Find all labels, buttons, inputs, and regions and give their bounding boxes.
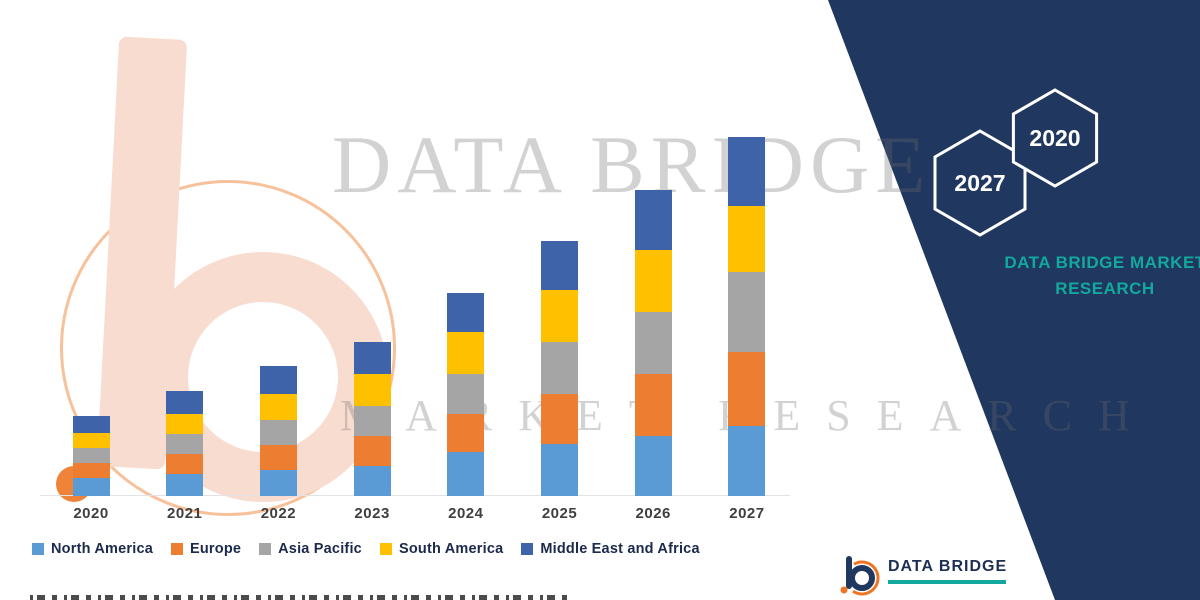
bar-segment-middle-east-and-africa	[166, 391, 204, 414]
bar-segment-south-america	[447, 332, 485, 374]
x-axis-label: 2021	[167, 505, 203, 522]
bar-segment-middle-east-and-africa	[541, 241, 579, 290]
bar-segment-asia-pacific	[634, 312, 672, 374]
bar-column-2020: 2020	[45, 118, 137, 522]
footer-logo-mark	[840, 556, 880, 596]
bar-segment-middle-east-and-africa	[72, 416, 110, 433]
legend-label: Europe	[189, 541, 242, 557]
legend-item-europe: Europe	[170, 541, 242, 557]
hexagon-2020-label: 2020	[1029, 125, 1080, 151]
x-axis-label: 2026	[635, 505, 671, 522]
x-axis-line	[40, 495, 790, 496]
x-axis-label: 2024	[448, 505, 484, 522]
legend-swatch	[170, 543, 183, 555]
stacked-bar-2025	[541, 241, 579, 496]
bar-segment-asia-pacific	[259, 420, 297, 445]
bar-segment-south-america	[728, 206, 766, 272]
legend-swatch	[259, 543, 272, 555]
bar-segment-europe	[541, 394, 579, 444]
bar-segment-north-america	[72, 478, 110, 496]
bar-column-2025: 2025	[514, 118, 606, 522]
legend: North America Europe Asia Pacific South Ame…	[32, 541, 700, 557]
bar-segment-north-america	[541, 444, 579, 496]
bar-segment-europe	[728, 352, 766, 426]
legend-label: Asia Pacific	[278, 541, 362, 557]
x-axis-label: 2023	[354, 505, 390, 522]
bar-segment-asia-pacific	[728, 272, 766, 352]
bar-segment-middle-east-and-africa	[353, 342, 391, 374]
footer-logo-subtitle-sliver	[888, 580, 1006, 584]
bar-segment-north-america	[634, 436, 672, 496]
bar-segment-middle-east-and-africa	[728, 137, 766, 206]
bar-segment-asia-pacific	[166, 434, 204, 454]
bar-segment-south-america	[541, 290, 579, 342]
legend-item-south-america: South America	[379, 541, 504, 557]
stacked-bar-2027	[728, 137, 766, 496]
bar-column-2024: 2024	[420, 118, 512, 522]
bar-segment-north-america	[259, 470, 297, 496]
watermark-text-line1: DATA BRIDGE	[332, 119, 932, 210]
bar-column-2023: 2023	[326, 118, 418, 522]
brand-tagline-line2: RESEARCH	[1055, 279, 1155, 299]
bar-segment-middle-east-and-africa	[634, 190, 672, 250]
footer-logo: DATA BRIDGE	[838, 552, 1007, 596]
stacked-bar-2021	[166, 391, 204, 496]
stacked-bar-2020	[72, 416, 110, 496]
x-axis-label: 2027	[729, 505, 765, 522]
x-axis-label: 2022	[260, 505, 297, 522]
bar-segment-south-america	[259, 394, 297, 420]
bar-segment-asia-pacific	[541, 342, 579, 394]
bar-segment-europe	[72, 463, 110, 478]
bar-plot: 2020 2021 2022 2023 2024 2025 2026 2027	[45, 118, 793, 522]
bar-segment-europe	[353, 436, 391, 466]
bar-segment-asia-pacific	[447, 374, 485, 414]
bar-segment-south-america	[634, 250, 672, 312]
hexagon-2020	[1011, 88, 1099, 188]
stacked-bar-2023	[353, 342, 391, 496]
bar-segment-south-america	[166, 414, 204, 434]
legend-swatch	[32, 543, 44, 555]
stacked-bar-2026	[634, 190, 672, 496]
legend-item-north-america: North America	[32, 541, 153, 557]
bar-segment-europe	[259, 445, 297, 470]
bar-segment-south-america	[353, 374, 391, 406]
bar-segment-middle-east-and-africa	[259, 366, 297, 394]
legend-item-asia-pacific: Asia Pacific	[259, 541, 362, 557]
brand-tagline-line1: DATA BRIDGE MARKET	[1004, 253, 1200, 272]
watermark-orange-ring	[60, 180, 396, 516]
legend-label: South America	[398, 541, 504, 557]
bar-segment-asia-pacific	[353, 406, 391, 436]
cropped-caption	[30, 595, 570, 600]
brand-tagline: DATA BRIDGE MARKET RESEARCH	[980, 250, 1200, 303]
hexagon-2027-label: 2027	[954, 170, 1005, 196]
stacked-bar-2024	[447, 293, 485, 496]
x-axis-label: 2020	[73, 505, 109, 522]
bar-segment-south-america	[72, 433, 110, 448]
bar-segment-north-america	[353, 466, 391, 496]
bar-segment-europe	[447, 414, 485, 452]
footer-logo-name: DATA BRIDGE	[888, 558, 1008, 575]
legend-item-middle-east-and-africa: Middle East and Africa	[521, 541, 700, 557]
bar-segment-europe	[634, 374, 672, 436]
bar-segment-middle-east-and-africa	[447, 293, 485, 332]
legend-label: Middle East and Africa	[540, 541, 700, 557]
bar-segment-north-america	[166, 474, 204, 496]
bar-segment-asia-pacific	[72, 448, 110, 463]
x-axis-label: 2025	[541, 505, 578, 522]
legend-swatch	[521, 543, 534, 555]
bar-column-2021: 2021	[139, 118, 231, 522]
bar-segment-north-america	[447, 452, 485, 496]
legend-swatch	[379, 543, 392, 555]
bar-column-2026: 2026	[607, 118, 699, 522]
legend-label: North America	[51, 541, 153, 557]
bar-column-2022: 2022	[232, 118, 324, 522]
bar-segment-europe	[166, 454, 204, 474]
bar-segment-north-america	[728, 426, 766, 496]
stacked-bar-2022	[259, 366, 297, 496]
year-hexagons: 2027 2020	[933, 88, 1099, 237]
bar-column-2027: 2027	[701, 118, 793, 522]
